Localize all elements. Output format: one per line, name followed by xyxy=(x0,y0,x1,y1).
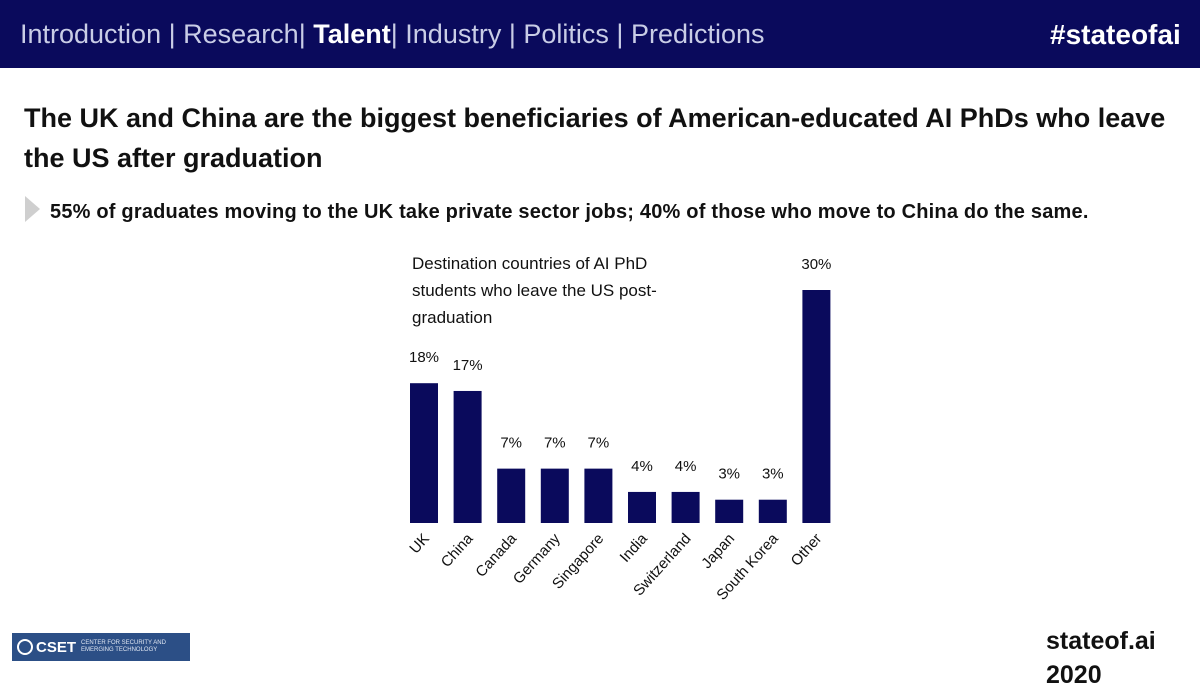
data-label: 17% xyxy=(453,357,483,374)
nav-separator: | xyxy=(168,19,176,49)
nav-item-research[interactable]: Research xyxy=(183,19,299,49)
arrow-bullet-icon xyxy=(25,196,40,222)
x-tick-label: Other xyxy=(788,530,826,569)
data-label: 7% xyxy=(588,435,610,452)
data-label: 30% xyxy=(801,256,831,273)
nav-item-industry[interactable]: Industry xyxy=(405,19,502,49)
data-label: 4% xyxy=(675,458,697,475)
nav-item-politics[interactable]: Politics xyxy=(523,19,609,49)
nav-separator: | xyxy=(298,19,306,49)
header-bar: Introduction | Research| Talent| Industr… xyxy=(0,0,1200,68)
nav-item-talent[interactable]: Talent xyxy=(313,19,391,49)
bar-canada xyxy=(497,468,526,523)
data-label: 18% xyxy=(409,349,439,366)
cset-logo: CSET Center for Security and Emerging Te… xyxy=(12,633,190,661)
x-tick-label: Japan xyxy=(698,530,738,572)
x-tick-label: UK xyxy=(406,530,433,557)
x-tick-label: China xyxy=(438,530,477,571)
nav-separator: | xyxy=(390,19,398,49)
nav-item-predictions[interactable]: Predictions xyxy=(630,19,765,49)
nav-separator: | xyxy=(616,19,624,49)
bar-other xyxy=(802,290,831,523)
data-label: 3% xyxy=(718,466,740,483)
bar-japan xyxy=(715,499,744,523)
bar-india xyxy=(628,491,656,523)
logo-subtitle: Center for Security and Emerging Technol… xyxy=(81,640,166,653)
hashtag: #stateofai xyxy=(1050,19,1181,50)
slide-subtitle: 55% of graduates moving to the UK take p… xyxy=(50,201,1089,223)
chart-title: Destination countries of AI PhD students… xyxy=(412,254,657,327)
data-label: 7% xyxy=(544,435,566,452)
bar-chart: 18%UK17%China7%Canada7%Germany7%Singapor… xyxy=(406,256,831,604)
logo-name: CSET xyxy=(36,638,77,656)
bar-south-korea xyxy=(758,499,787,523)
section-nav: Introduction | Research| Talent| Industr… xyxy=(20,19,765,50)
nav-item-introduction[interactable]: Introduction xyxy=(20,19,162,49)
bar-switzerland xyxy=(671,491,700,523)
bar-uk xyxy=(410,383,438,523)
data-label: 4% xyxy=(631,458,653,475)
data-label: 7% xyxy=(500,435,522,452)
cset-emblem-icon xyxy=(17,639,33,655)
x-tick-label: India xyxy=(617,530,652,566)
bar-germany xyxy=(540,468,569,523)
nav-separator: | xyxy=(508,19,516,49)
data-label: 3% xyxy=(762,466,784,483)
footer-brand: stateof.ai 2020 xyxy=(1046,627,1156,689)
bar-singapore xyxy=(584,468,613,523)
bar-china xyxy=(453,390,482,523)
slide-title: The UK and China are the biggest benefic… xyxy=(24,103,1166,173)
